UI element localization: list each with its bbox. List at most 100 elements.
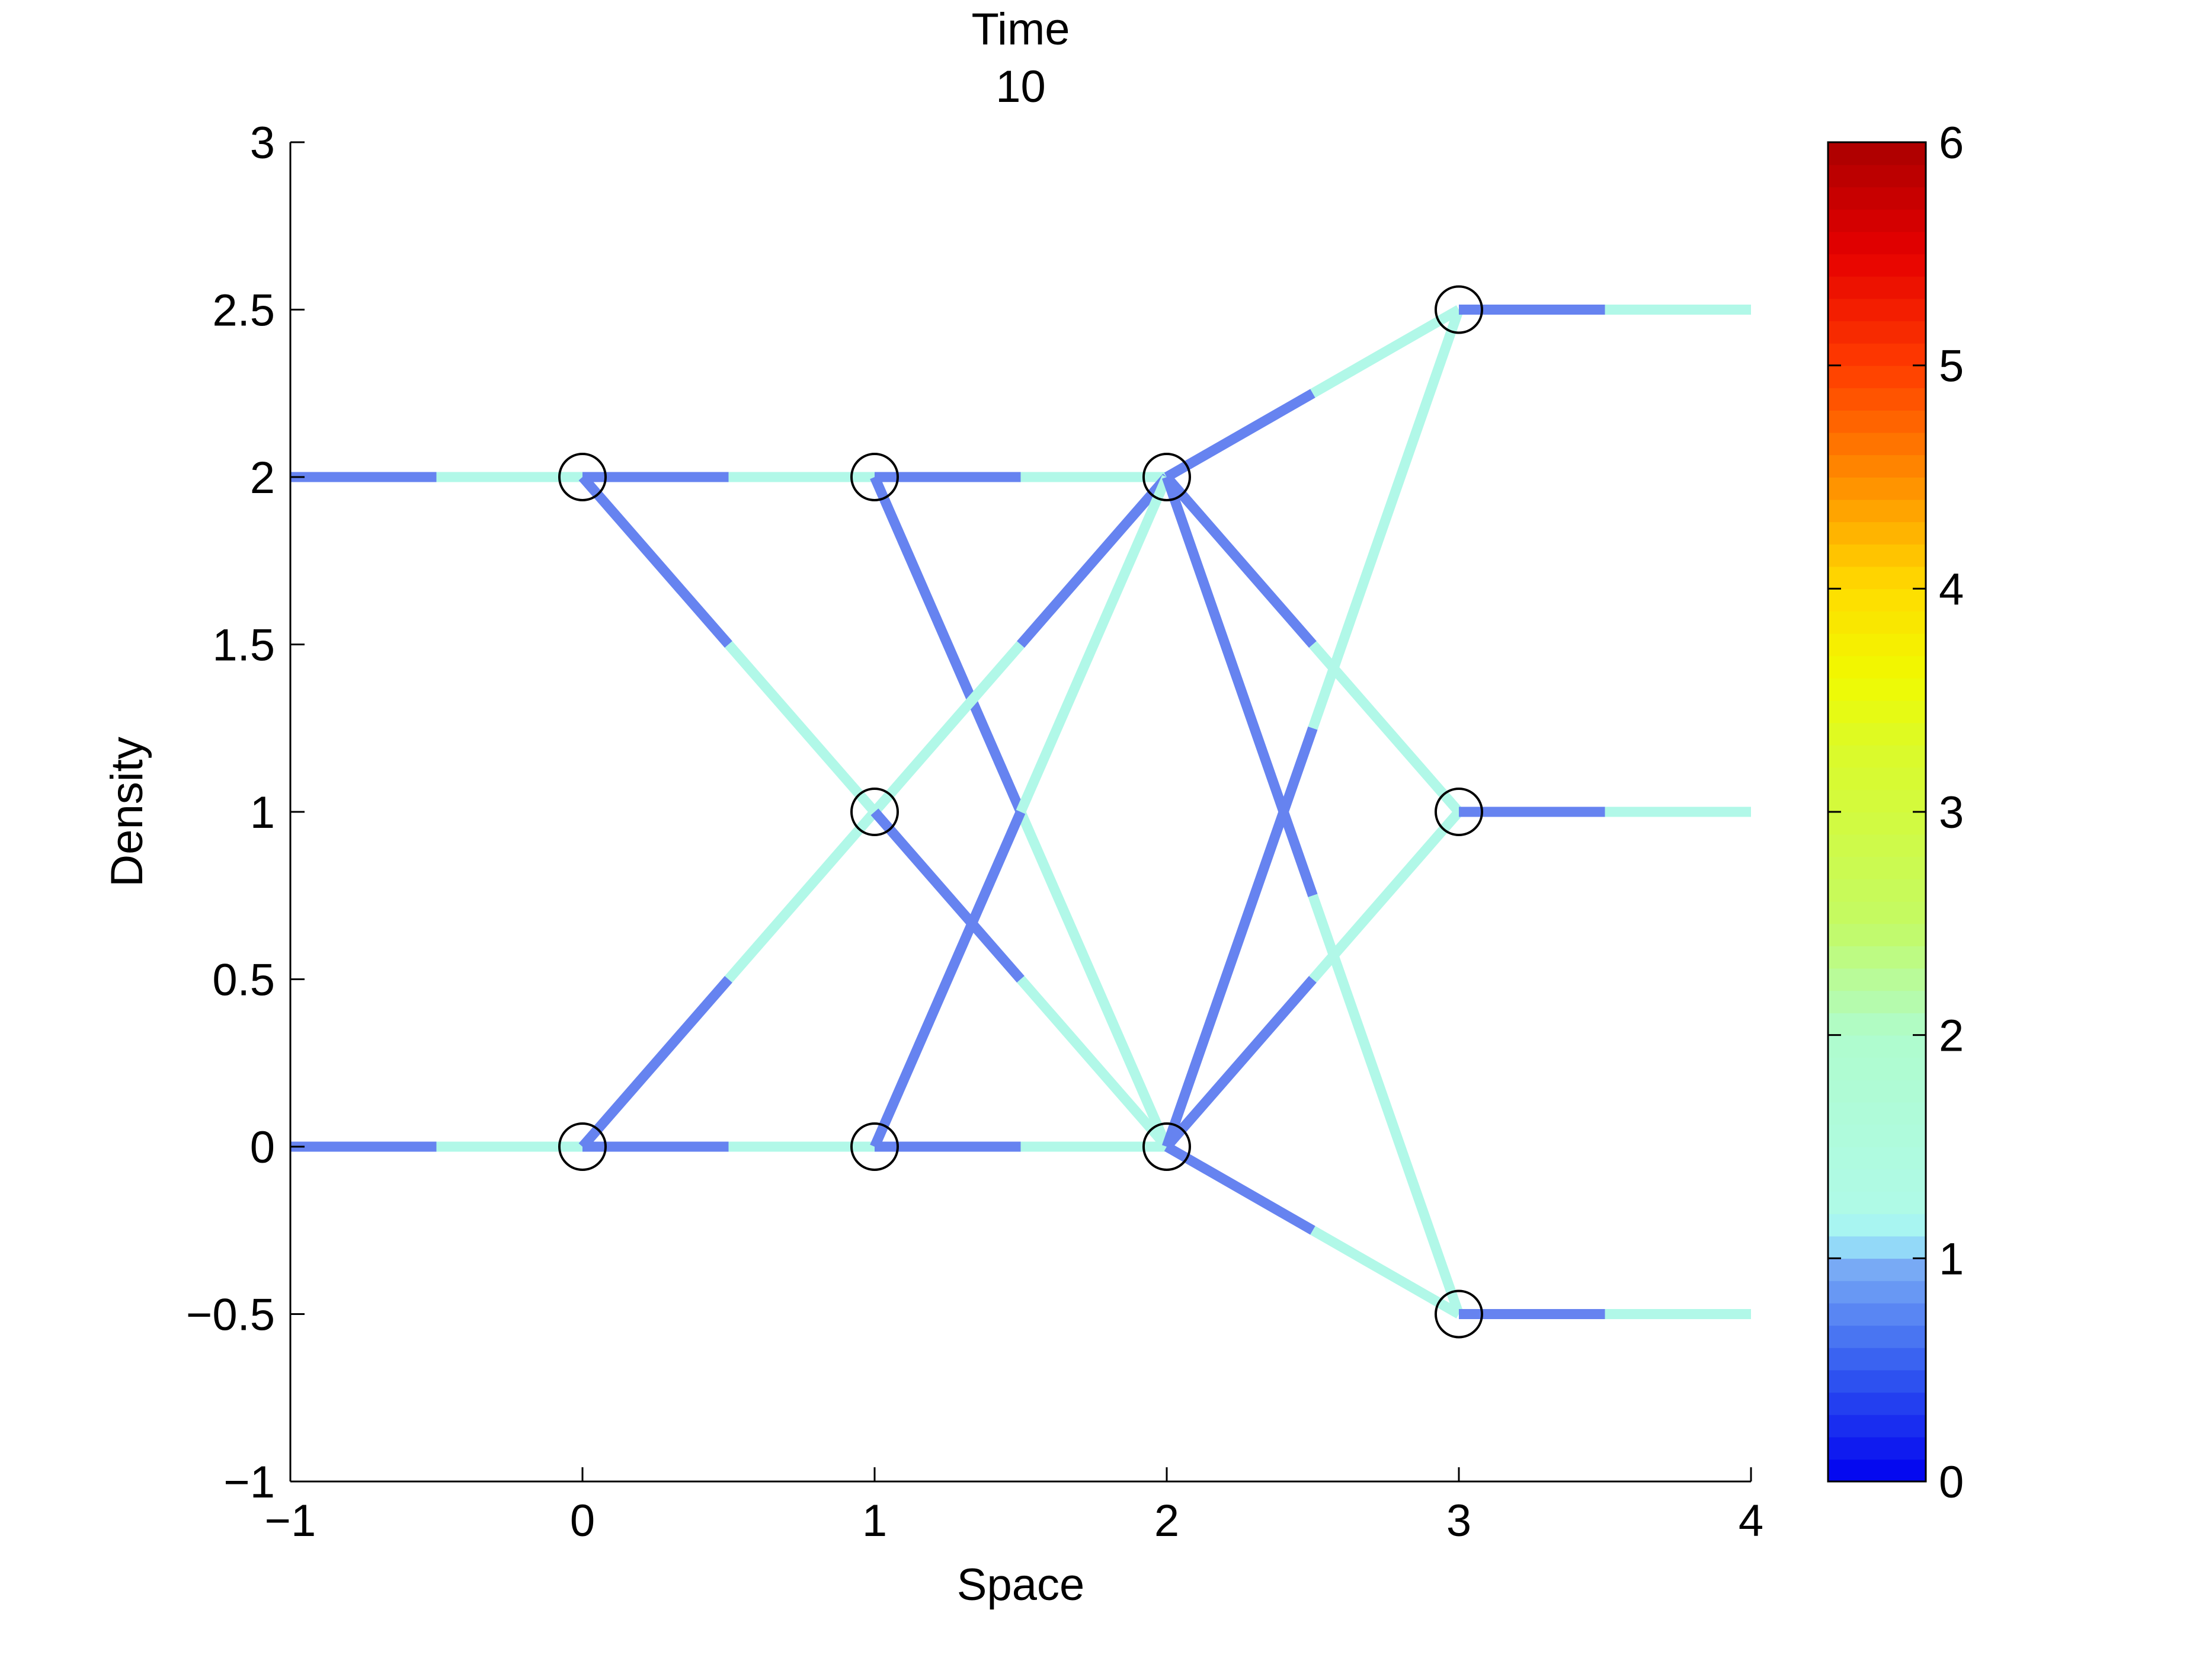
edge-segment-26 xyxy=(1163,473,1317,648)
edge-segment-28 xyxy=(1161,475,1318,898)
colorbar-band-17 xyxy=(1828,1080,1926,1103)
colorbar-band-47 xyxy=(1828,410,1926,433)
edge-segment-14 xyxy=(870,475,1026,814)
colorbar-band-37 xyxy=(1828,633,1926,657)
colorbar-band-56 xyxy=(1828,209,1926,232)
colorbar-band-39 xyxy=(1828,588,1926,612)
node-marker-0 xyxy=(558,453,607,501)
edge-segment-7 xyxy=(725,641,879,815)
axes: −1 0 1 2 3 4 −1 −0.5 0 0.5 1 1.5 2 2.5 3 xyxy=(186,118,1763,1546)
colorbar-band-43 xyxy=(1828,499,1926,523)
colorbar-band-51 xyxy=(1828,321,1926,344)
edge-segment-24 xyxy=(1164,389,1315,482)
node-marker-9 xyxy=(1435,1289,1483,1339)
colorbar-band-57 xyxy=(1828,187,1926,210)
node-marker-6 xyxy=(1142,1122,1191,1171)
colorbar-band-6 xyxy=(1828,1325,1926,1348)
colorbar-band-49 xyxy=(1828,365,1926,389)
x-tick-label-3: 2 xyxy=(1154,1496,1179,1546)
node-marker-5 xyxy=(1142,453,1191,501)
colorbar-band-0 xyxy=(1828,1459,1926,1482)
edge-segment-20 xyxy=(870,809,1026,1149)
colorbar-band-28 xyxy=(1828,834,1926,857)
colorbar-band-22 xyxy=(1828,968,1926,991)
colorbar-band-16 xyxy=(1828,1102,1926,1125)
x-tick-label-2: 1 xyxy=(862,1496,887,1546)
colorbar-band-53 xyxy=(1828,276,1926,299)
edge-segment-17 xyxy=(1017,473,1171,648)
edge-segment-9 xyxy=(725,808,879,983)
y-tick-label-1: −0.5 xyxy=(186,1290,275,1340)
colorbar-band-23 xyxy=(1828,946,1926,969)
colorbar-band-34 xyxy=(1828,700,1926,724)
colorbar-band-41 xyxy=(1828,544,1926,567)
node-marker-8 xyxy=(1435,788,1483,836)
colorbar-band-52 xyxy=(1828,298,1926,322)
edge-segment-18 xyxy=(870,808,1025,983)
colorbar-tick-label-3: 3 xyxy=(1939,788,1964,838)
y-tick-label-7: 2.5 xyxy=(212,286,275,336)
colorbar-band-33 xyxy=(1828,722,1926,745)
colorbar-tick-label-1: 1 xyxy=(1939,1234,1964,1284)
colorbar-tick-label-0: 0 xyxy=(1939,1457,1964,1508)
y-tick-label-3: 0.5 xyxy=(212,955,275,1006)
colorbar-band-36 xyxy=(1828,655,1926,679)
chart-title-line-1: Time xyxy=(971,4,1070,55)
colorbar-band-2 xyxy=(1828,1415,1926,1438)
x-axis-label: Space xyxy=(957,1560,1085,1610)
edge-segment-21 xyxy=(1016,475,1171,814)
node-marker-4 xyxy=(850,1122,899,1171)
colorbar-band-11 xyxy=(1828,1214,1926,1237)
colorbar-tick-label-5: 5 xyxy=(1939,341,1964,392)
colorbar-band-5 xyxy=(1828,1348,1926,1371)
colorbar-tick-label-6: 6 xyxy=(1939,118,1964,168)
colorbar-band-3 xyxy=(1828,1392,1926,1415)
colorbar-band-44 xyxy=(1828,477,1926,500)
colorbar-band-14 xyxy=(1828,1147,1926,1170)
y-tick-label-0: −1 xyxy=(223,1457,275,1508)
edge-segment-6 xyxy=(578,473,732,648)
colorbar-band-46 xyxy=(1828,432,1926,456)
node-marker-1 xyxy=(558,1122,607,1171)
x-tick-label-5: 4 xyxy=(1739,1496,1763,1546)
colorbar: 0 1 2 3 4 5 6 xyxy=(1827,118,1964,1508)
colorbar-band-10 xyxy=(1828,1236,1926,1259)
colorbar-band-54 xyxy=(1828,254,1926,277)
edge-segment-15 xyxy=(1016,809,1171,1149)
edge-segment-32 xyxy=(1163,975,1317,1150)
x-tick-label-0: −1 xyxy=(265,1496,316,1546)
colorbar-band-9 xyxy=(1828,1258,1926,1281)
edge-segment-29 xyxy=(1308,894,1464,1316)
colorbar-band-30 xyxy=(1828,789,1926,812)
chart-title-line-2: 10 xyxy=(995,62,1046,112)
colorbar-band-38 xyxy=(1828,611,1926,634)
colorbar-band-1 xyxy=(1828,1436,1926,1460)
colorbar-band-55 xyxy=(1828,231,1926,255)
edge-segment-34 xyxy=(1164,1142,1315,1235)
x-tick-label-4: 3 xyxy=(1446,1496,1471,1546)
colorbar-band-50 xyxy=(1828,343,1926,366)
colorbar-band-26 xyxy=(1828,879,1926,902)
edge-segment-25 xyxy=(1310,305,1462,398)
colorbar-band-42 xyxy=(1828,521,1926,545)
colorbar-band-29 xyxy=(1828,812,1926,835)
colorbar-band-59 xyxy=(1828,142,1926,165)
colorbar-tick-label-4: 4 xyxy=(1939,564,1964,615)
colorbar-band-35 xyxy=(1828,678,1926,701)
y-axis-label: Density xyxy=(102,737,152,887)
colorbar-tick-label-2: 2 xyxy=(1939,1011,1964,1061)
colorbar-band-45 xyxy=(1828,455,1926,478)
colorbar-band-27 xyxy=(1828,856,1926,879)
colorbar-band-7 xyxy=(1828,1303,1926,1326)
colorbar-band-20 xyxy=(1828,1013,1926,1036)
edge-segment-35 xyxy=(1310,1225,1462,1319)
colorbar-band-18 xyxy=(1828,1057,1926,1080)
colorbar-band-15 xyxy=(1828,1124,1926,1147)
edge-segment-19 xyxy=(1017,975,1171,1150)
plot-area xyxy=(290,285,1751,1339)
y-tick-label-4: 1 xyxy=(250,788,275,838)
node-marker-2 xyxy=(850,453,899,501)
colorbar-band-4 xyxy=(1828,1369,1926,1393)
colorbar-band-12 xyxy=(1828,1191,1926,1214)
